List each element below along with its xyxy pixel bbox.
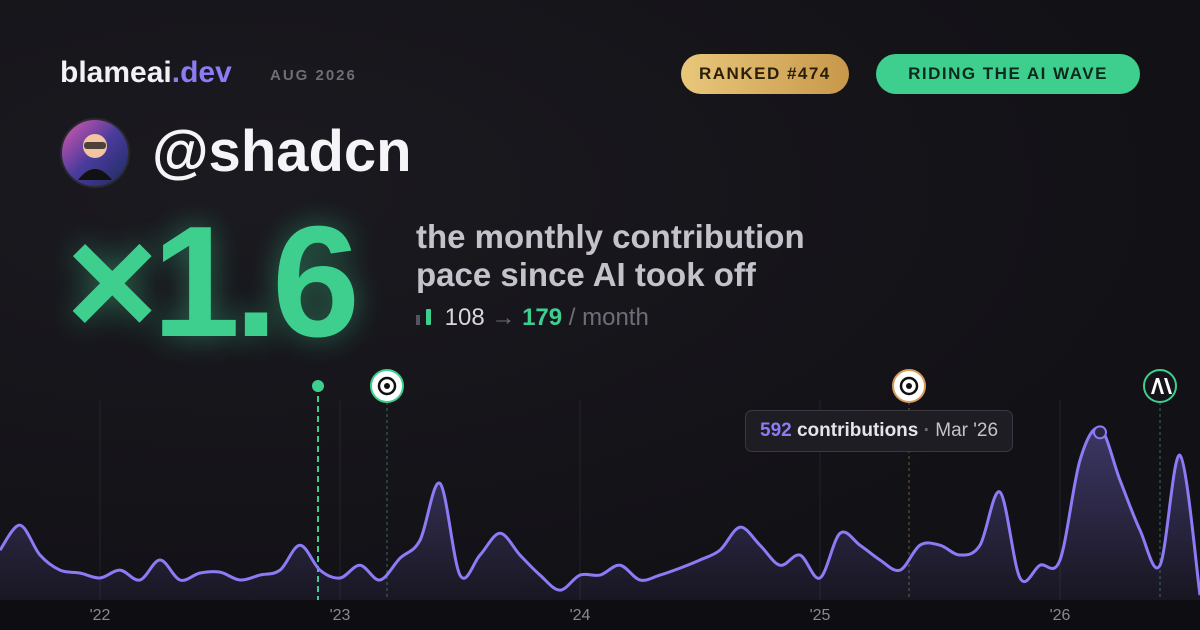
tooltip-value: 592 xyxy=(760,420,792,441)
rank-badge: RANKED #474 xyxy=(681,54,849,94)
handle: @shadcn xyxy=(152,119,412,184)
avatar xyxy=(60,118,130,188)
multiplier: ×1.6 xyxy=(66,194,360,370)
x-tick-label: '23 xyxy=(330,607,351,624)
area xyxy=(0,427,1200,600)
brand-name: blameai xyxy=(60,56,172,89)
x-tick-label: '24 xyxy=(570,607,591,624)
tooltip-separator: · xyxy=(923,420,930,441)
pace-before: 108 xyxy=(444,304,485,331)
tooltip-date: Mar '26 xyxy=(935,420,999,441)
x-tick-label: '25 xyxy=(810,607,831,624)
date: AUG 2026 xyxy=(270,67,357,84)
pace-arrow: → xyxy=(491,304,516,331)
pace-icon xyxy=(416,309,431,325)
tooltip: 592 contributions · Mar '26 xyxy=(745,410,1014,452)
caption-line: the monthly contribution xyxy=(416,218,805,255)
status-badge: RIDING THE AI WAVE xyxy=(876,54,1140,94)
axis-band xyxy=(0,600,1200,630)
event-dot xyxy=(312,380,324,392)
brand-tld: .dev xyxy=(171,56,232,89)
tooltip-label: contributions xyxy=(796,420,919,441)
peak-marker xyxy=(1093,425,1107,440)
pace-after: 179 xyxy=(522,304,563,331)
caption-line: pace since AI took off xyxy=(416,256,756,293)
pace: 108 → 179 / month xyxy=(416,304,649,332)
pace-unit: / month xyxy=(568,304,649,331)
event-icon xyxy=(370,369,404,403)
caption: the monthly contribution pace since AI t… xyxy=(416,218,805,294)
line xyxy=(0,426,1200,596)
x-tick-label: '22 xyxy=(90,607,111,624)
brand: blameai.dev xyxy=(60,56,232,90)
event-icon xyxy=(1143,369,1177,403)
event-icon xyxy=(892,369,926,403)
x-tick-label: '26 xyxy=(1050,607,1071,624)
